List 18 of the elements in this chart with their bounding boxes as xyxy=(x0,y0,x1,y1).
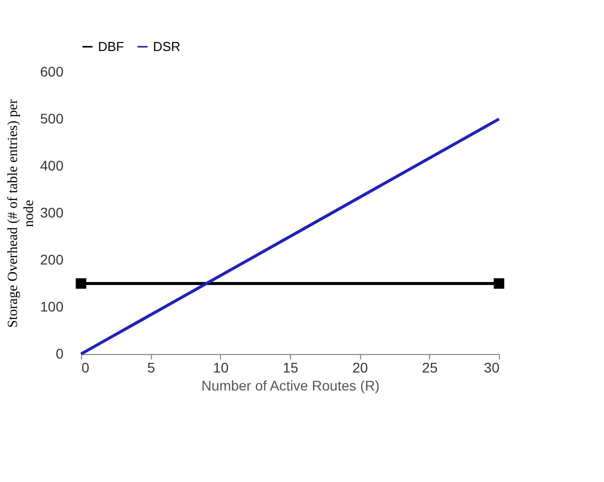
legend-label: DBF xyxy=(98,38,124,54)
x-tick-label: 15 xyxy=(282,360,298,376)
y-tick-label: 0 xyxy=(56,346,64,362)
y-tick-label: 300 xyxy=(40,204,64,220)
y-tick-label: 500 xyxy=(40,110,64,126)
x-tick-label: 0 xyxy=(82,360,90,376)
x-tick-label: 30 xyxy=(484,360,500,376)
y-tick-label: 400 xyxy=(40,158,64,174)
x-tick-label: 25 xyxy=(422,360,438,376)
y-axis-title: Storage Overhead (# of table entries) per node xyxy=(6,98,38,328)
x-tick-label: 20 xyxy=(352,360,368,376)
legend-label: DSR xyxy=(153,38,180,54)
y-tick-label: 200 xyxy=(40,252,64,268)
x-tick-label: 5 xyxy=(147,360,156,376)
y-tick-label: 100 xyxy=(40,298,64,314)
y-tick-label: 600 xyxy=(40,64,64,80)
x-axis-title: Number of Active Routes (R) xyxy=(201,378,380,394)
x-tick-label: 10 xyxy=(213,360,229,376)
